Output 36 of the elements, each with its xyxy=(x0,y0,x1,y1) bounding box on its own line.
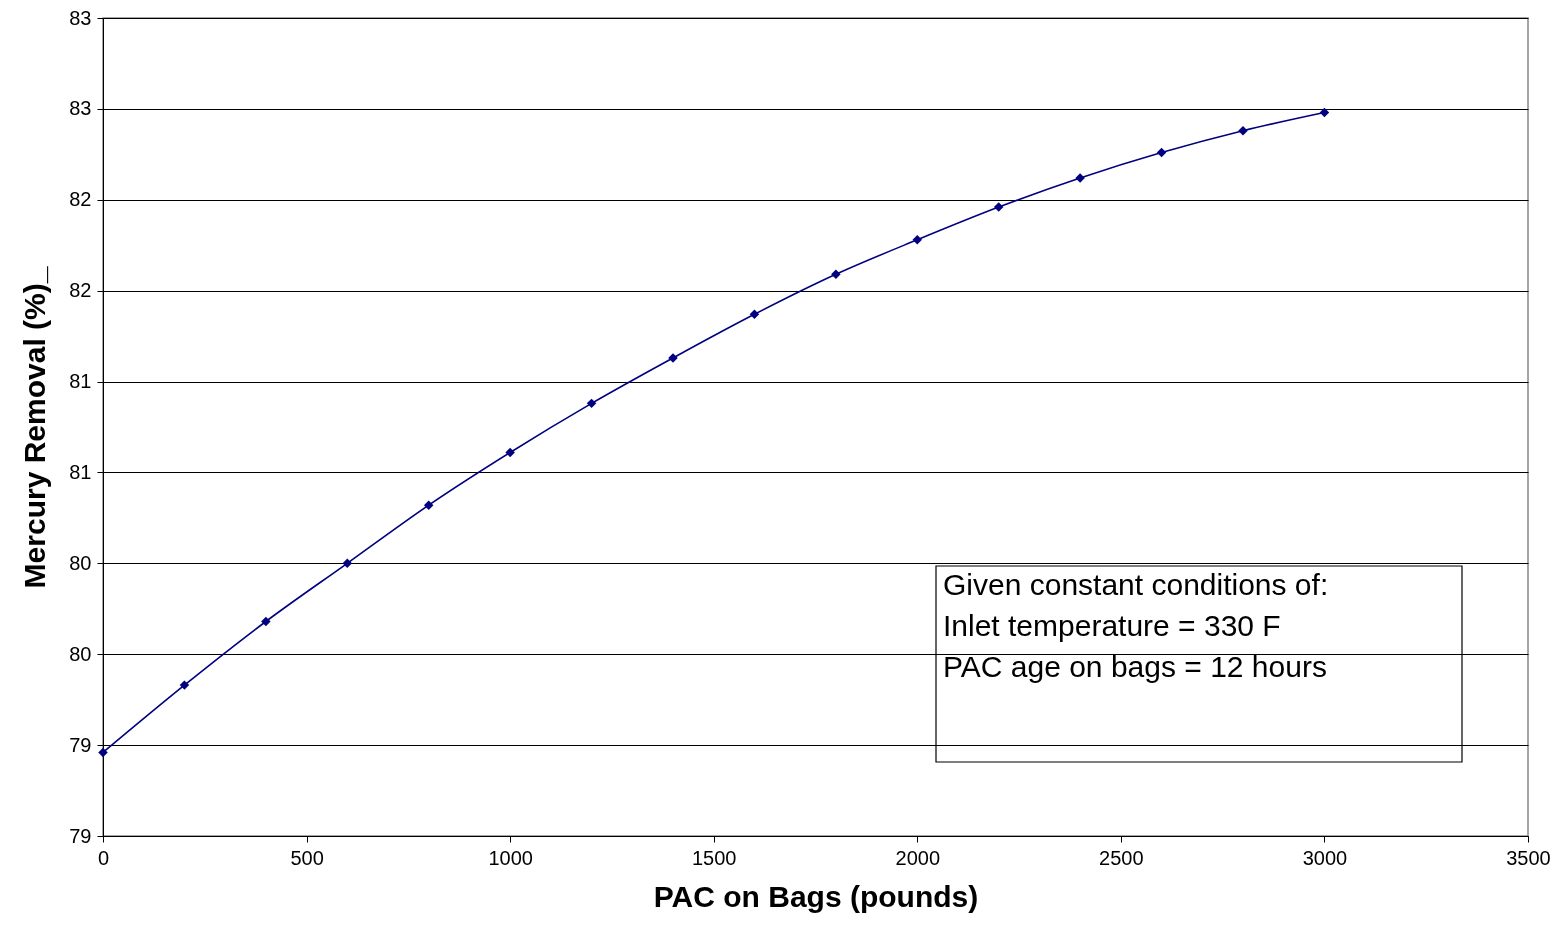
point xyxy=(423,500,434,510)
x-tick-label: 500 xyxy=(290,846,324,869)
point xyxy=(749,309,760,320)
point xyxy=(1319,107,1330,118)
y-axis-title: Mercury Removal (%)_ xyxy=(18,266,52,589)
y-tick-label: 82 xyxy=(69,188,92,211)
point xyxy=(831,269,841,280)
annotation: Given constant conditions of: xyxy=(943,568,1329,601)
point xyxy=(261,616,271,627)
y-tick-label: 82 xyxy=(69,279,92,302)
y-tick-label: 80 xyxy=(69,551,92,574)
point xyxy=(1156,147,1167,158)
point xyxy=(342,558,353,569)
x-tick-label: 1000 xyxy=(488,846,533,869)
y-tick-label: 83 xyxy=(69,97,92,120)
point xyxy=(505,447,515,458)
x-axis-title: PAC on Bags (pounds) xyxy=(653,879,979,913)
y-tick-label: 80 xyxy=(69,642,92,665)
x-tick-label: 2500 xyxy=(1099,846,1144,869)
y-tick-label: 79 xyxy=(69,824,92,847)
x-tick-label: 3000 xyxy=(1302,846,1348,869)
y-tick-label: 81 xyxy=(69,370,92,393)
annotation: Inlet temperature = 330 F xyxy=(943,609,1281,642)
point xyxy=(912,235,923,245)
point xyxy=(179,680,190,690)
x-tick-label: 0 xyxy=(97,846,110,869)
x-tick-label: 2000 xyxy=(895,846,941,869)
x-tick-label: 3500 xyxy=(1506,846,1551,869)
point xyxy=(1238,125,1248,136)
point xyxy=(993,202,1004,212)
y-tick-label: 79 xyxy=(69,733,92,756)
y-tick-label: 83 xyxy=(69,6,92,29)
x-tick-label: 1500 xyxy=(691,846,737,869)
annotation: PAC age on bags = 12 hours xyxy=(943,650,1327,683)
point xyxy=(586,398,597,409)
y-tick-label: 81 xyxy=(69,460,92,483)
